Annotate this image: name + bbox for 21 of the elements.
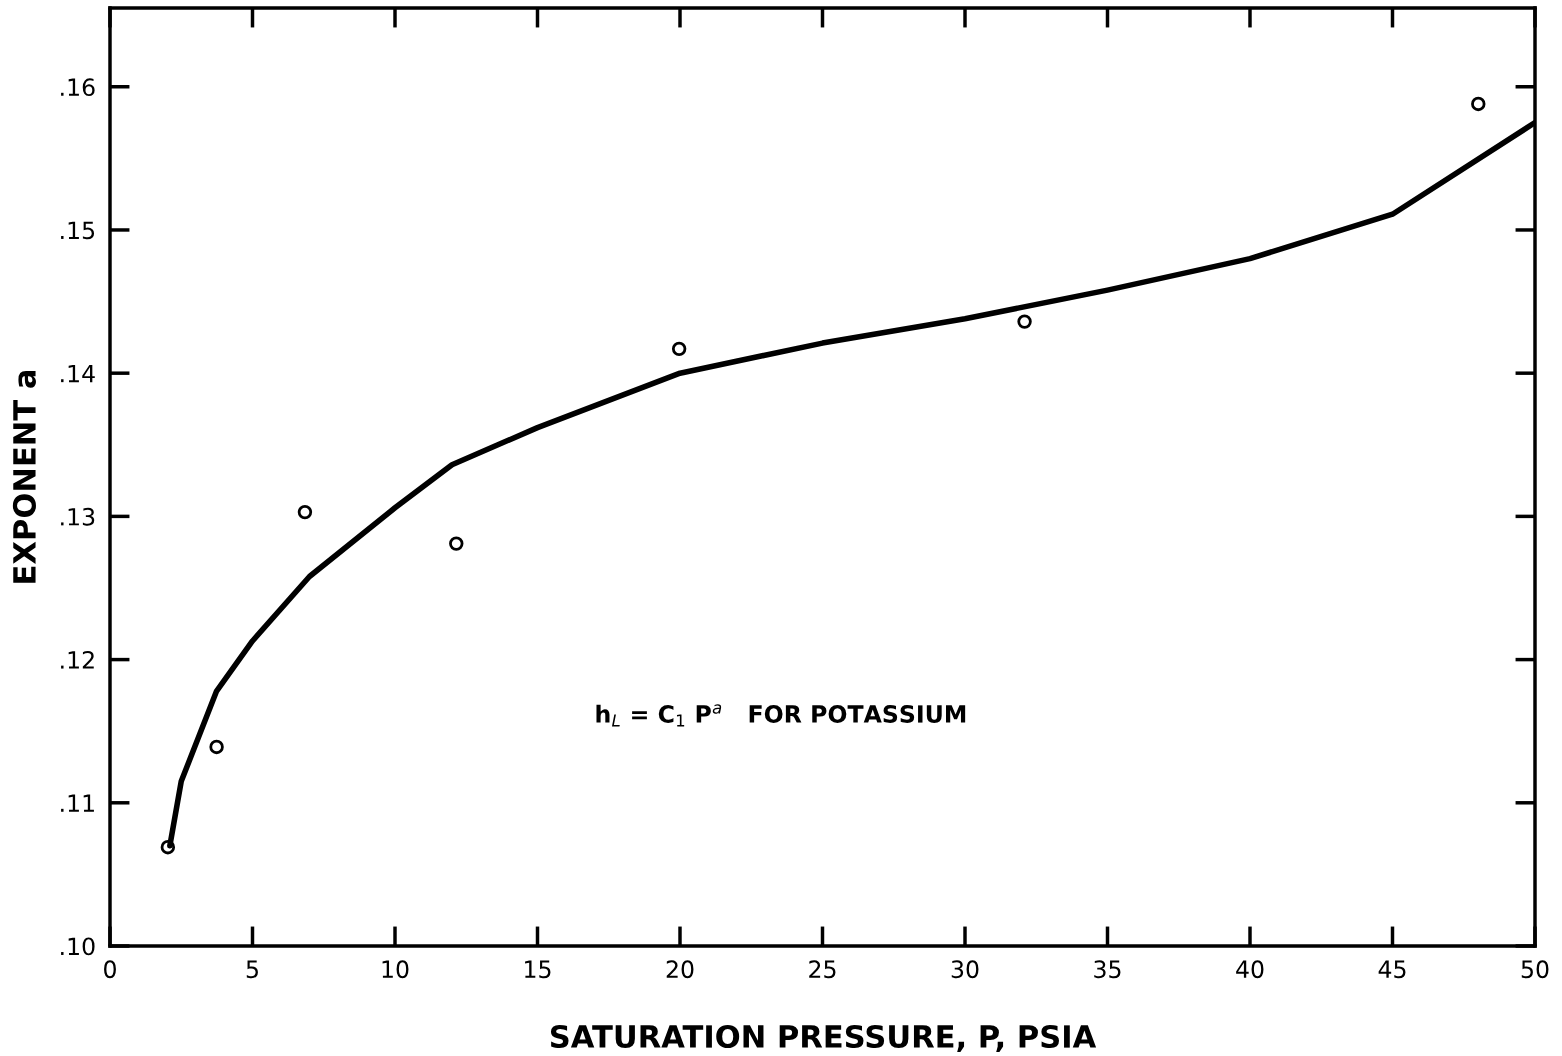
x-tick-label: 25 xyxy=(809,960,836,979)
y-axis-title: EXPONENT a xyxy=(12,370,36,583)
text: h$_{L}$ = C$_{1}$ P$^{a}$ FOR POTASSIUM xyxy=(596,704,966,727)
y-tick-label: .16 xyxy=(61,78,95,97)
x-tick-label: 30 xyxy=(951,960,979,979)
x-tick-label: 20 xyxy=(666,960,694,979)
x-tick-label: 15 xyxy=(525,960,551,979)
x-tick-label: 5 xyxy=(246,960,258,979)
y-tick-label: .13 xyxy=(61,507,95,526)
x-tick-label: 10 xyxy=(382,960,409,979)
y-tick-label: .15 xyxy=(61,221,95,240)
y-tick-label: .10 xyxy=(61,937,95,956)
x-tick-label: 50 xyxy=(1521,960,1549,979)
x-tick-label: 0 xyxy=(104,960,116,979)
x-tick-label: 35 xyxy=(1094,960,1121,979)
x-tick-label: 45 xyxy=(1378,960,1406,979)
x-tick-label: 40 xyxy=(1236,960,1264,979)
y-tick-label: .14 xyxy=(61,364,95,383)
y-tick-label: .12 xyxy=(61,651,94,669)
x-axis-title: SATURATION PRESSURE, P, PSIA xyxy=(550,1024,1097,1052)
y-tick-label: .11 xyxy=(61,794,94,812)
